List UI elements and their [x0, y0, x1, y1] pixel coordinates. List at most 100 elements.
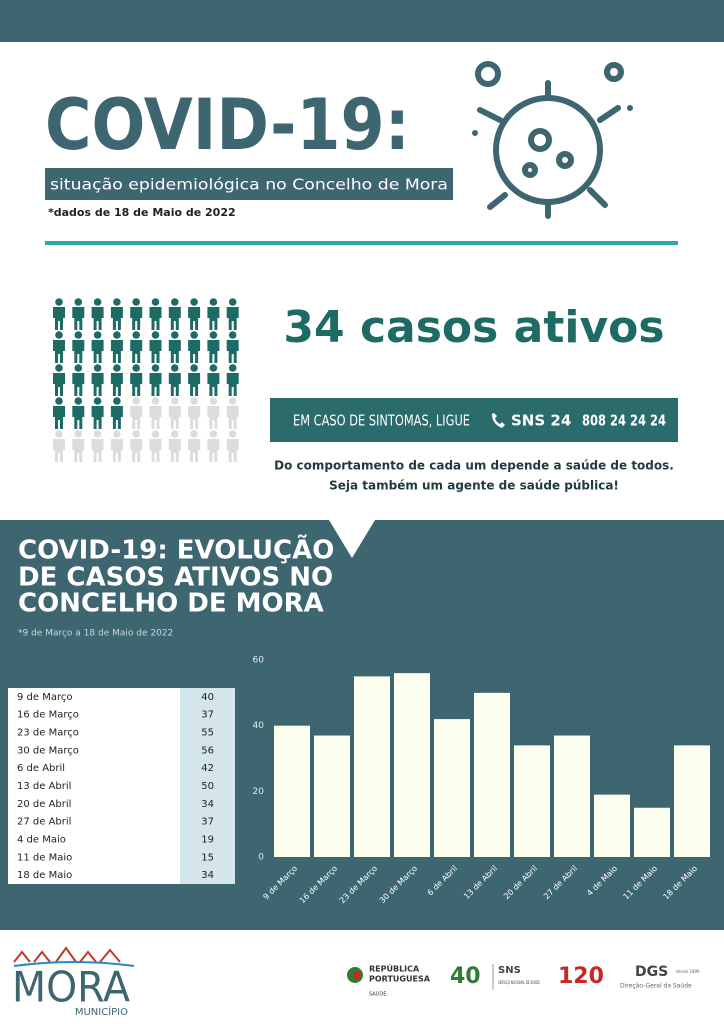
- dgs-sub: Direção-Geral da Saúde: [620, 983, 692, 990]
- person-body: [72, 307, 85, 330]
- person-body: [188, 439, 201, 462]
- person-head: [190, 331, 198, 339]
- person-head: [190, 430, 198, 438]
- municipality: MORA: [12, 963, 130, 1012]
- gov-emblem: [353, 971, 361, 979]
- person-head: [74, 331, 83, 339]
- table-date: 16 de Março: [17, 710, 79, 721]
- person-head: [171, 397, 179, 405]
- person-body: [226, 439, 239, 462]
- person-head: [132, 364, 140, 372]
- person-body: [149, 307, 162, 330]
- person-head: [55, 397, 63, 405]
- table-value: 56: [201, 745, 214, 756]
- person-head: [132, 298, 140, 306]
- person-head: [171, 298, 179, 306]
- bar: [474, 692, 510, 857]
- bar: [514, 745, 550, 857]
- person-body: [168, 406, 181, 429]
- person-body: [110, 307, 123, 330]
- person-head: [93, 364, 102, 372]
- person-body: [168, 439, 181, 462]
- table-value: 15: [201, 852, 214, 863]
- notch: [329, 520, 375, 558]
- sns-years: 40: [450, 964, 481, 989]
- person-body: [110, 439, 123, 462]
- gov-name: REPÚBLICA: [369, 963, 420, 974]
- person-body: [226, 373, 239, 396]
- person-body: [53, 373, 65, 396]
- person-body: [110, 340, 123, 363]
- gov-name: PORTUGUESA: [369, 975, 431, 984]
- person-body: [168, 307, 181, 330]
- person-body: [168, 373, 181, 396]
- person-body: [130, 439, 143, 462]
- table-value: 37: [201, 817, 214, 828]
- active-cases-count: 34: [283, 302, 344, 353]
- hotline-banner: [270, 398, 678, 442]
- person-body: [53, 307, 65, 330]
- person-body: [130, 307, 143, 330]
- person-head: [113, 298, 121, 306]
- y-tick-label: 40: [253, 721, 265, 731]
- person-body: [188, 340, 201, 363]
- logo-roofs: [13, 946, 121, 963]
- chart-title: CONCELHO DE MORA: [18, 589, 324, 619]
- person-body: [110, 373, 123, 396]
- person-head: [132, 331, 140, 339]
- table-right: [180, 688, 235, 884]
- table-value: 34: [201, 870, 214, 881]
- person-head: [171, 430, 179, 438]
- person-head: [151, 364, 160, 372]
- person-head: [113, 331, 121, 339]
- chart-subtitle: *9 de Março a 18 de Maio de 2022: [18, 629, 173, 639]
- table-date: 30 de Março: [17, 745, 79, 756]
- gov-sub: SAÚDE: [369, 991, 386, 998]
- person-body: [72, 406, 85, 429]
- table-date: 11 de Maio: [17, 852, 72, 863]
- person-head: [228, 331, 237, 339]
- person-body: [226, 307, 239, 330]
- table-date: 20 de Abril: [17, 799, 71, 810]
- person-body: [188, 307, 201, 330]
- sns-sub: SERVIÇO NACIONAL DE SAÚDE: [498, 980, 540, 985]
- person-body: [130, 406, 143, 429]
- person-head: [55, 298, 63, 306]
- person-head: [209, 397, 218, 405]
- person-head: [55, 430, 63, 438]
- person-body: [91, 340, 104, 363]
- divider: [45, 241, 678, 245]
- y-tick-label: 60: [253, 656, 265, 666]
- message-line: Seja também um agente de saúde pública!: [329, 479, 619, 493]
- hotline-text: EM CASO DE SINTOMAS, LIGUE: [293, 412, 470, 430]
- person-head: [151, 430, 160, 438]
- person-head: [74, 430, 83, 438]
- bar: [314, 735, 350, 857]
- subtitle: situação epidemiológica no Concelho de M…: [50, 176, 448, 194]
- sns: SNS: [498, 965, 521, 976]
- virus-dot: [472, 130, 478, 136]
- table-value: 34: [201, 799, 214, 810]
- table-date: 27 de Abril: [17, 817, 71, 828]
- table-value: 55: [201, 728, 214, 739]
- table-value: 37: [201, 710, 214, 721]
- bar: [554, 735, 590, 857]
- bar: [434, 719, 470, 857]
- bar: [274, 725, 310, 857]
- hotline-service: SNS 24: [511, 412, 571, 430]
- person-body: [110, 406, 123, 429]
- person-head: [151, 397, 160, 405]
- bar: [594, 794, 630, 857]
- person-head: [93, 331, 102, 339]
- message-line: Do comportamento de cada um depende a sa…: [274, 459, 674, 473]
- person-body: [207, 373, 220, 396]
- table-date: 9 de Março: [17, 692, 72, 703]
- virus-dot: [627, 105, 633, 111]
- table-value: 42: [201, 763, 214, 774]
- person-head: [74, 298, 83, 306]
- bar: [634, 807, 670, 857]
- person-head: [132, 397, 140, 405]
- bar: [674, 745, 710, 857]
- person-body: [72, 340, 85, 363]
